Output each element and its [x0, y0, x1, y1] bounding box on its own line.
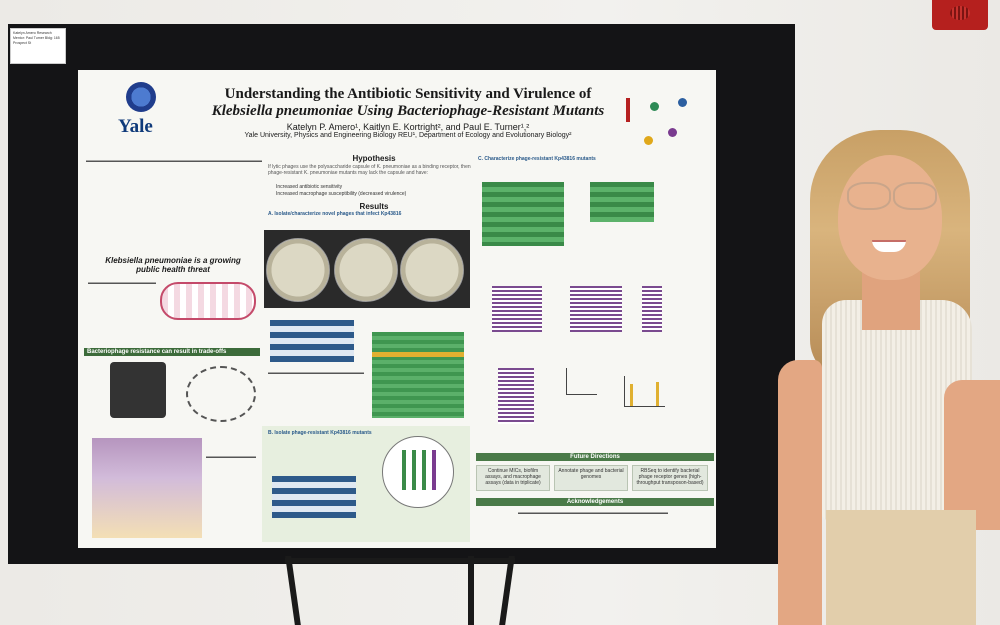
person-face [838, 155, 942, 280]
acknowledgements-heading: Acknowledgements [476, 498, 714, 506]
section-b-heading: B. Isolate phage-resistant Kp43816 mutan… [268, 430, 372, 436]
hypothesis-heading: Hypothesis [352, 154, 396, 163]
easel-bar [285, 558, 515, 563]
name-card: Katelyn Amero Research Mentor: Paul Turn… [10, 28, 66, 64]
biofilm-chart [498, 368, 534, 424]
poster-affiliation: Yale University, Physics and Engineering… [244, 132, 572, 139]
nsf-logo [126, 82, 156, 112]
acknowledgements-text: ▬▬▬▬▬▬▬▬▬▬▬▬▬▬▬▬▬▬▬▬▬▬▬▬▬▬▬▬▬▬▬▬▬▬▬▬▬▬▬ [518, 510, 668, 516]
efficiency-of-plating-heatmap [372, 332, 464, 418]
phage-icon-blue [678, 98, 687, 107]
easel-leg-center [468, 556, 474, 625]
resistance-notes: ▬▬▬▬▬▬▬▬▬▬▬▬▬▬▬▬▬▬▬▬▬▬▬▬▬▬▬▬▬▬▬▬▬▬▬▬ [206, 454, 256, 460]
poster-authors: Katelyn P. Amero¹, Kaitlyn E. Kortright²… [286, 122, 530, 132]
hypothesis-item-1: Increased antibiotic sensitivity [276, 184, 343, 190]
macrophage-chart [624, 376, 665, 407]
phage-icon-green [650, 102, 659, 111]
fire-alarm [932, 0, 988, 30]
microscopy-image [110, 362, 166, 418]
phage-icon-yellow [644, 136, 653, 145]
petri-dish-2 [334, 238, 398, 302]
phage-icon-red [626, 98, 630, 122]
person-left-arm [778, 360, 822, 625]
poster-title-line2: Klebsiella pneumoniae Using Bacteriophag… [211, 103, 605, 119]
future-item-2: Annotate phage and bacterial genomes [554, 465, 628, 491]
efficiency-table-2 [590, 182, 654, 222]
poster-title-line1: Understanding the Antibiotic Sensitivity… [224, 86, 592, 102]
poster-title-block: Understanding the Antibiotic Sensitivity… [198, 86, 618, 139]
mic-chart-2 [570, 286, 622, 332]
research-poster: Yale Understanding the Antibiotic Sensit… [78, 70, 716, 548]
person-neck [862, 270, 920, 330]
person-pants [826, 510, 976, 625]
section-a-notes: ▬▬▬▬▬▬▬▬▬▬▬▬▬▬▬▬▬▬▬▬▬▬▬▬▬▬▬▬▬▬▬▬▬▬▬▬▬▬▬ [268, 370, 364, 376]
resistance-diagram [92, 438, 202, 538]
phage-icon-purple [668, 128, 677, 137]
tube-1 [402, 450, 406, 490]
heatmap-highlight-row [372, 352, 464, 357]
mutation-frequency-table [272, 476, 356, 518]
hypothesis-text: If lytic phages use the polysaccharide c… [268, 164, 471, 176]
macrophage-bar-2 [656, 382, 659, 406]
tube-2 [412, 450, 416, 490]
yale-logo: Yale [118, 116, 153, 137]
eyeglasses [843, 182, 939, 210]
intro-bullets: ▬▬▬▬▬▬▬▬▬▬▬▬▬▬▬▬▬▬▬▬▬▬▬▬▬▬▬▬▬▬▬▬▬▬▬▬▬▬▬▬… [88, 280, 156, 286]
mic-chart-1 [492, 286, 542, 332]
petri-dish-1 [266, 238, 330, 302]
hypothesis-item-2: Increased macrophage susceptibility (dec… [276, 191, 407, 197]
future-item-3: RBSeq to identify bacterial phage recept… [632, 465, 708, 491]
results-heading: Results [359, 202, 389, 211]
petri-dish-3 [400, 238, 464, 302]
mic-chart-3 [642, 286, 662, 332]
tube-3 [422, 450, 426, 490]
bacterium-diagram [160, 282, 256, 320]
section-c-heading: C. Characterize phage-resistant Kp43816 … [478, 156, 596, 162]
tube-4 [432, 450, 436, 490]
smile [872, 240, 906, 252]
future-item-1: Continue MICs, biofilm assays, and macro… [476, 465, 550, 491]
phage-titer-table [270, 320, 354, 362]
tradeoff-heading: Bacteriophage resistance can result in t… [84, 348, 260, 356]
section-a-heading: A. Isolate/characterize novel phages tha… [268, 211, 402, 217]
macrophage-bar-1 [630, 384, 633, 406]
person-right-arm [944, 380, 1000, 530]
phage-cycle-diagram [186, 366, 256, 422]
intro-heading: Klebsiella pneumoniae is a growing publi… [105, 256, 241, 274]
future-directions-heading: Future Directions [476, 453, 714, 461]
growth-curve-chart [566, 368, 597, 395]
efficiency-table-1 [482, 182, 564, 246]
tube-diagram [382, 436, 454, 508]
introduction-text: ▬▬▬▬▬▬▬▬▬▬▬▬▬▬▬▬▬▬▬▬▬▬▬▬▬▬▬▬▬▬▬▬▬▬▬▬▬▬▬▬… [86, 158, 262, 164]
